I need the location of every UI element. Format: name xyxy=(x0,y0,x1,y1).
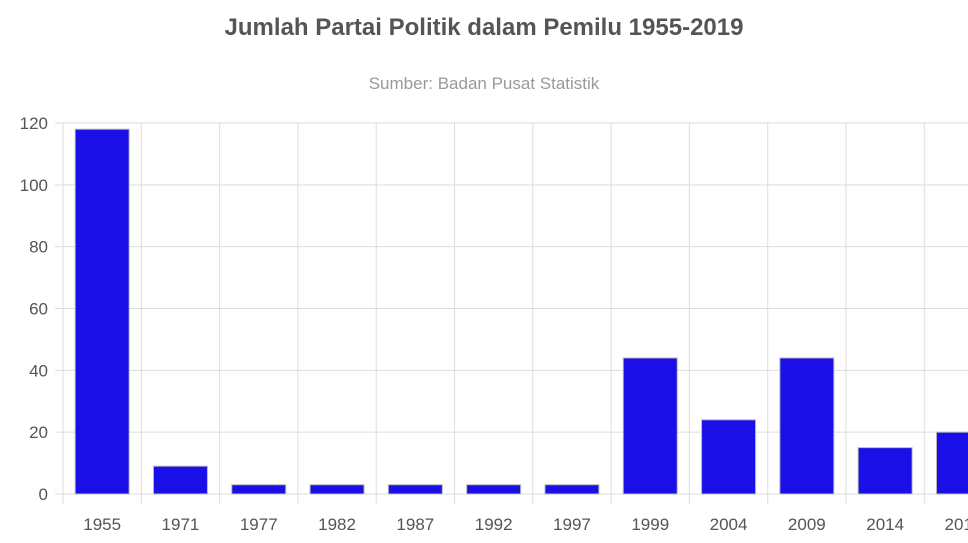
x-tick-label: 2014 xyxy=(866,515,904,534)
x-tick-label: 1999 xyxy=(631,515,669,534)
bar-1987[interactable] xyxy=(387,484,443,495)
bar-1999[interactable] xyxy=(622,357,678,495)
x-tick-label: 1982 xyxy=(318,515,356,534)
x-axis-ticks: 1955 1971 1977 1982 1987 1992 1997 1999 2004 2009… xyxy=(83,515,968,534)
y-tick-label: 20 xyxy=(29,423,48,442)
bar-2009[interactable] xyxy=(779,357,835,495)
bar-2014[interactable] xyxy=(857,447,913,495)
x-tick-label: 2004 xyxy=(710,515,748,534)
x-tick-label: 2019 xyxy=(945,515,968,534)
bars xyxy=(74,128,968,495)
chart-subtitle: Sumber: Badan Pusat Statistik xyxy=(368,74,600,93)
bar-1971[interactable] xyxy=(152,465,208,495)
bar-1997[interactable] xyxy=(544,484,600,495)
bar-2019[interactable] xyxy=(935,431,968,495)
x-tick-label: 1987 xyxy=(396,515,434,534)
x-tick-label: 2009 xyxy=(788,515,826,534)
x-tick-label: 1971 xyxy=(162,515,200,534)
x-tick-label: 1977 xyxy=(240,515,278,534)
bar-1992[interactable] xyxy=(466,484,522,495)
y-tick-label: 120 xyxy=(20,114,48,133)
y-tick-label: 80 xyxy=(29,238,48,257)
bar-2004[interactable] xyxy=(701,419,757,495)
bar-1977[interactable] xyxy=(231,484,287,495)
x-tick-label: 1955 xyxy=(83,515,121,534)
y-tick-label: 40 xyxy=(29,361,48,380)
bar-1955[interactable] xyxy=(74,128,130,495)
x-tick-label: 1992 xyxy=(475,515,513,534)
y-tick-label: 0 xyxy=(39,485,48,504)
y-tick-label: 100 xyxy=(20,176,48,195)
chart-title: Jumlah Partai Politik dalam Pemilu 1955-… xyxy=(224,14,744,41)
x-tick-label: 1997 xyxy=(553,515,591,534)
bar-1982[interactable] xyxy=(309,484,365,495)
y-axis-ticks: 0 20 40 60 80 100 120 xyxy=(20,114,48,504)
y-tick-label: 60 xyxy=(29,300,48,319)
